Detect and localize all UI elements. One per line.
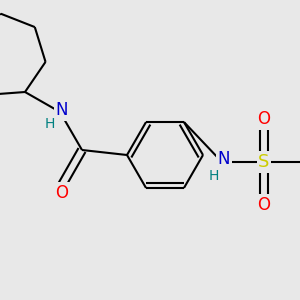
Text: N: N: [56, 101, 68, 119]
Text: O: O: [56, 184, 68, 202]
Text: N: N: [218, 150, 230, 168]
Text: H: H: [45, 117, 55, 131]
Text: H: H: [209, 169, 219, 183]
Text: S: S: [258, 153, 270, 171]
Text: O: O: [257, 196, 271, 214]
Text: O: O: [257, 110, 271, 128]
